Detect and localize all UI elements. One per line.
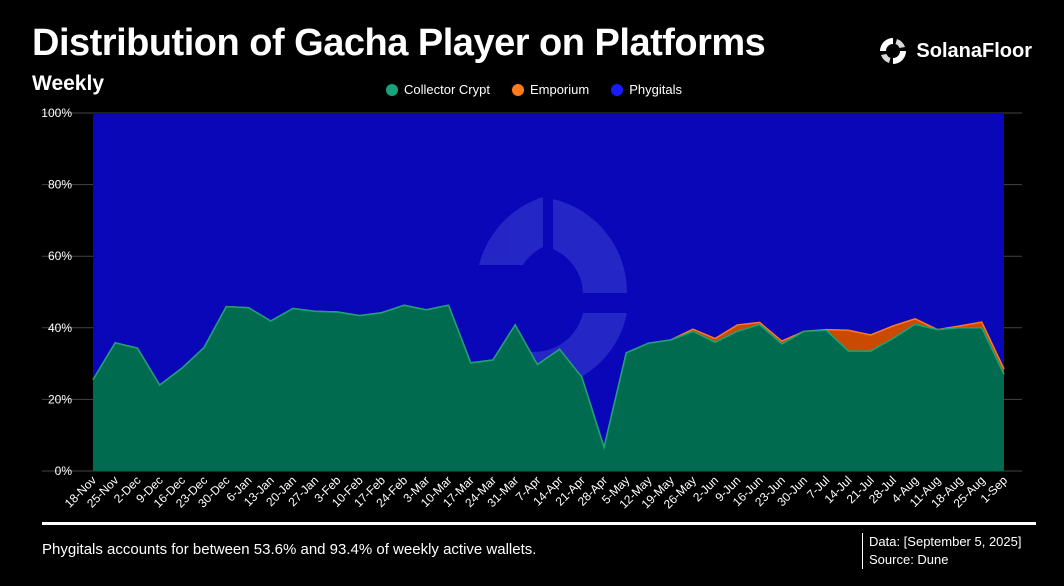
y-tick-label: 60% — [48, 249, 72, 263]
chart-title: Distribution of Gacha Player on Platform… — [32, 22, 766, 64]
legend-item-collector-crypt[interactable]: Collector Crypt — [386, 82, 490, 97]
footer-divider — [42, 522, 1036, 525]
solanafloor-logo-icon — [880, 38, 907, 64]
legend-dot-icon — [611, 83, 624, 96]
y-tick-label: 80% — [48, 178, 72, 192]
stacked-area-chart: 0%20%40%60%80%100%18-Nov25-Nov2-Dec9-Dec… — [41, 106, 1022, 511]
series-collector-crypt-area — [93, 305, 1004, 471]
legend-label: Collector Crypt — [404, 82, 490, 97]
data-date: Data: [September 5, 2025] — [869, 534, 1022, 549]
series-collector-crypt-line — [92, 304, 1005, 451]
footnote: Phygitals accounts for between 53.6% and… — [42, 541, 537, 558]
brand-name: SolanaFloor — [916, 39, 1032, 62]
y-tick-label: 0% — [55, 464, 73, 478]
legend-label: Phygitals — [629, 82, 682, 97]
y-tick-label: 40% — [48, 321, 72, 335]
chart-subtitle: Weekly — [32, 72, 104, 95]
y-tick-label: 100% — [41, 106, 72, 120]
data-source: Source: Dune — [869, 552, 949, 567]
legend-dot-icon — [386, 83, 398, 96]
legend-item-emporium[interactable]: Emporium — [511, 82, 590, 97]
legend-dot-icon — [511, 83, 524, 96]
y-tick-label: 20% — [48, 392, 72, 406]
brand-logo: SolanaFloor — [876, 34, 1032, 68]
legend-label: Emporium — [529, 82, 590, 97]
chart-legend: Collector Crypt Emporium Phygitals — [386, 82, 682, 97]
source-block: Data: [September 5, 2025] Source: Dune — [862, 533, 1021, 569]
legend-item-phygitals[interactable]: Phygitals — [611, 82, 682, 97]
